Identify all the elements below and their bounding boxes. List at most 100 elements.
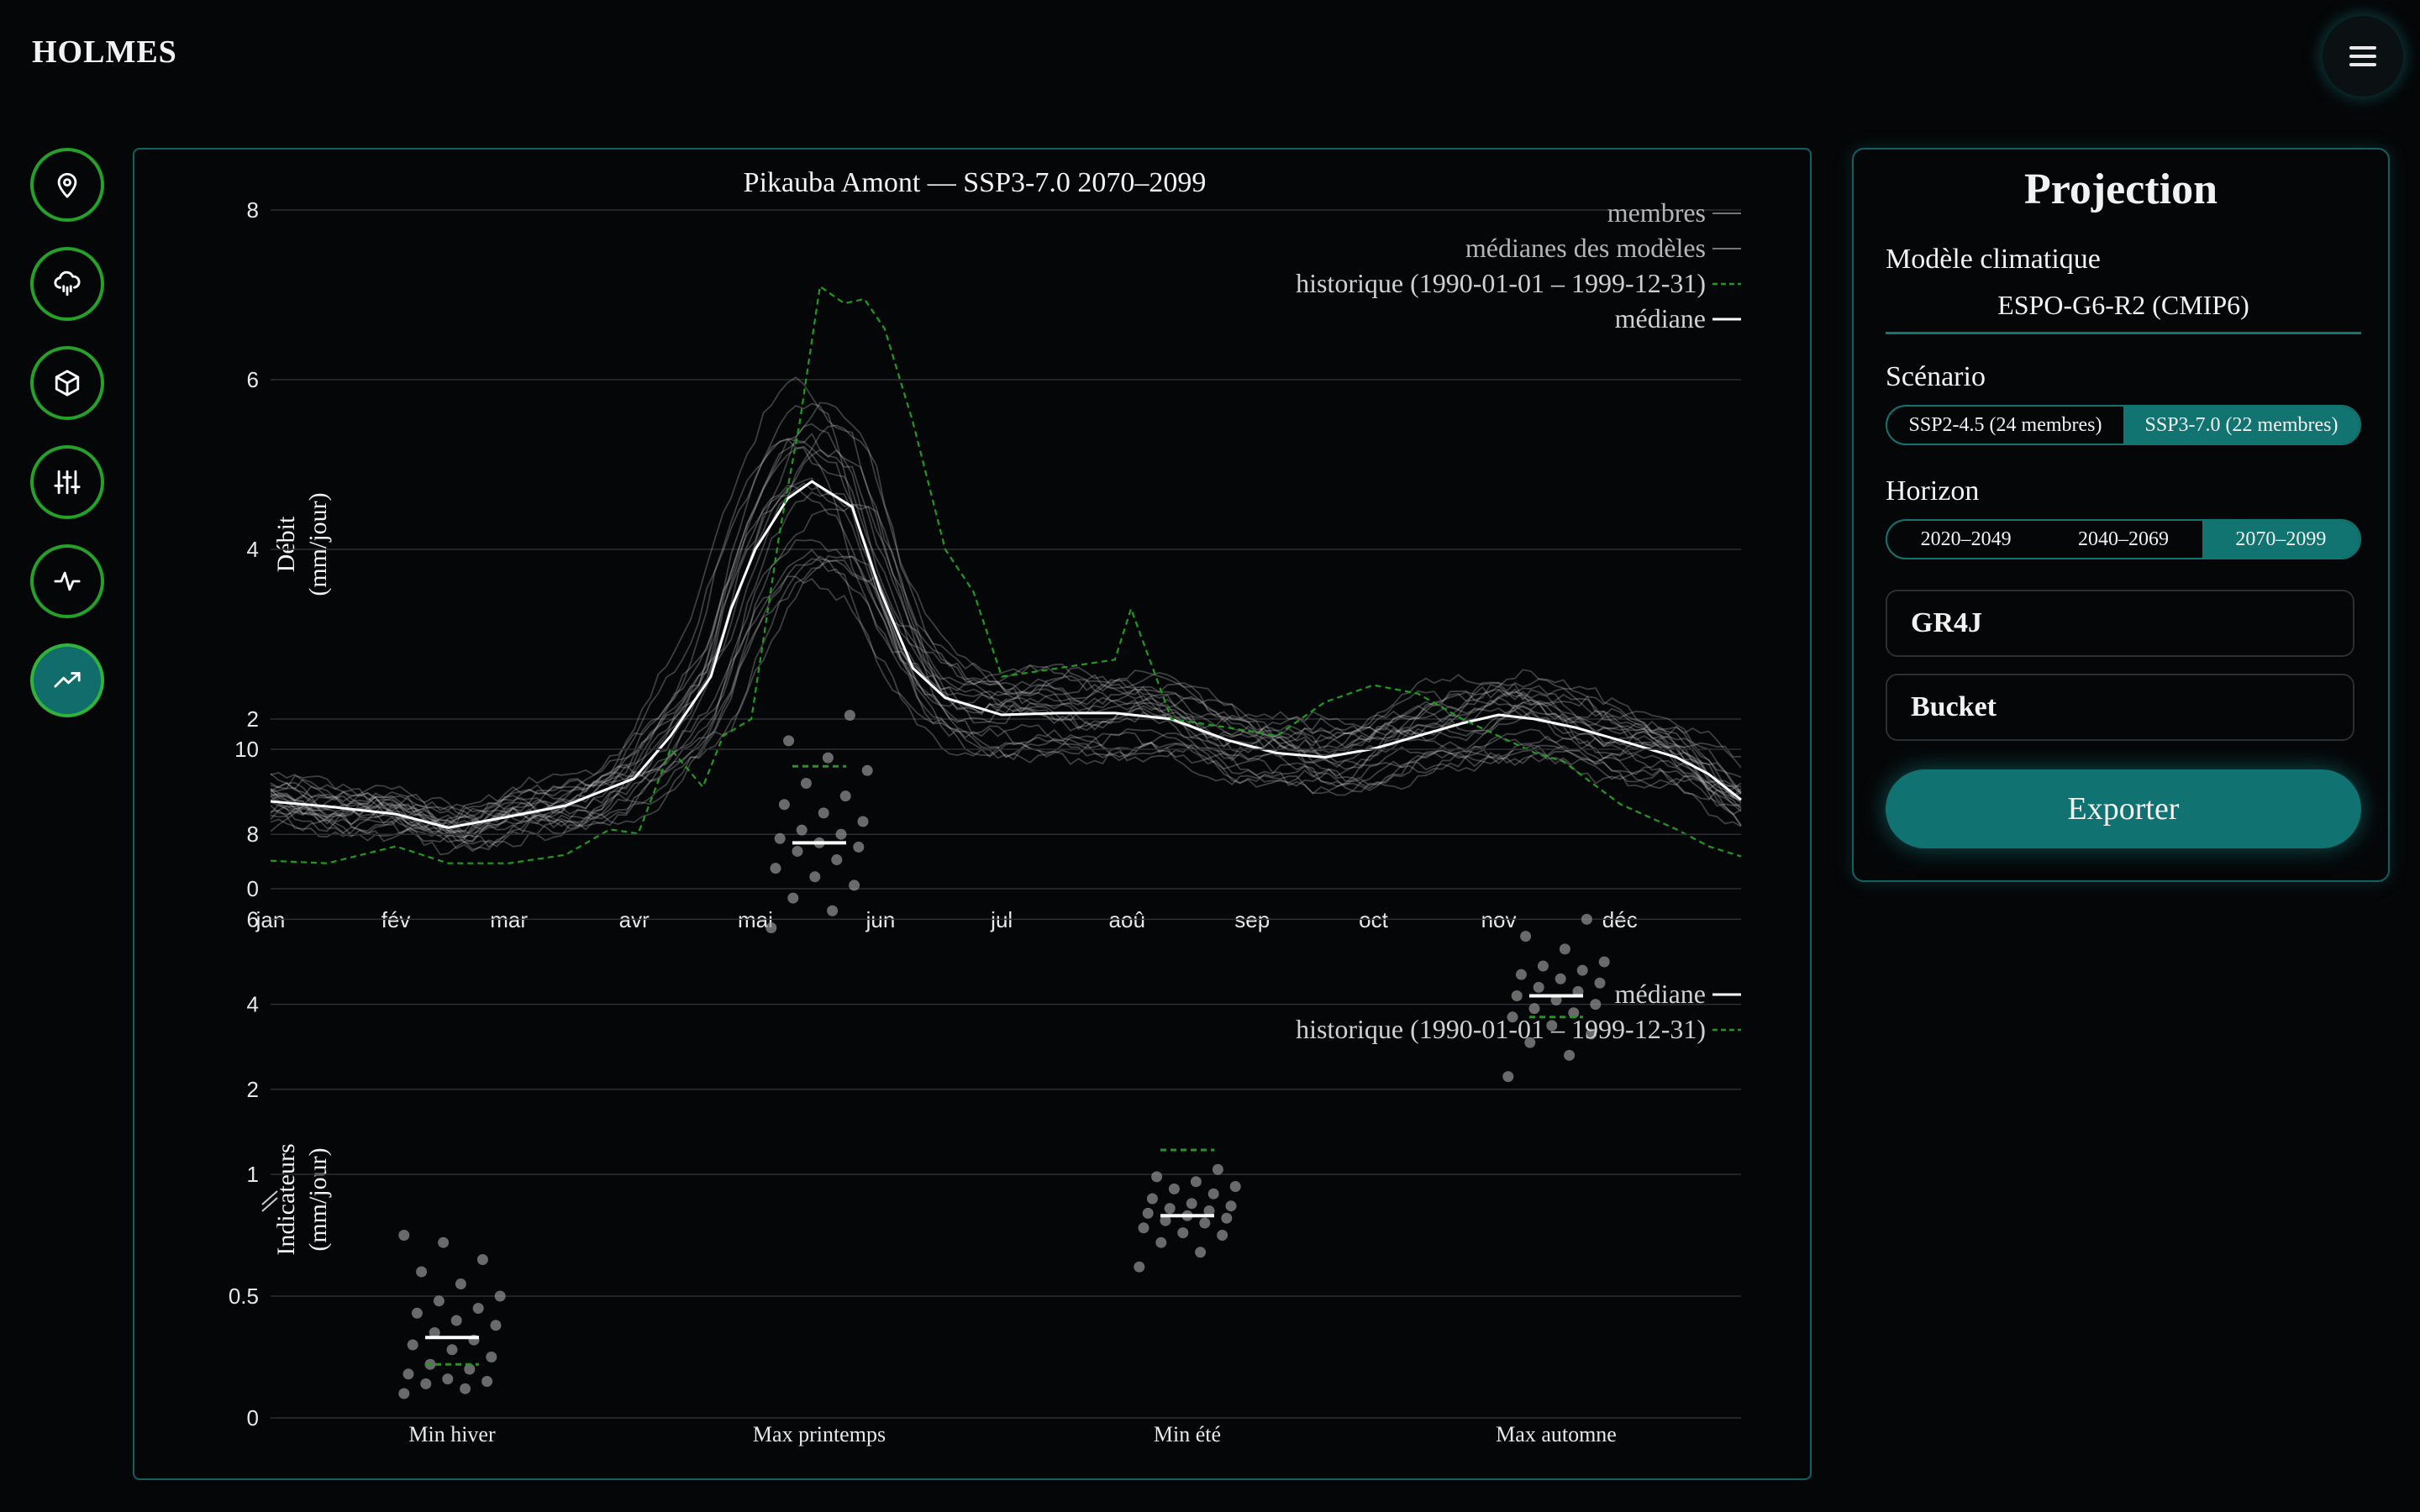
member-point	[1212, 1163, 1223, 1175]
member-point	[1555, 973, 1566, 984]
hydro-model-gr4j[interactable]: GR4J	[1886, 590, 2354, 657]
member-point	[1502, 1071, 1514, 1083]
member-point	[1229, 1181, 1241, 1192]
member-line	[270, 575, 1742, 856]
nav-meteo-button[interactable]	[30, 247, 104, 321]
member-point	[792, 845, 803, 857]
horizon-option-2020[interactable]: 2020–2049	[1920, 528, 2012, 550]
member-point	[402, 1368, 414, 1380]
member-line	[270, 477, 1742, 837]
member-point	[1160, 1215, 1171, 1226]
nav-location-button[interactable]	[30, 148, 104, 222]
member-line	[270, 376, 1742, 818]
menu-button[interactable]	[2323, 16, 2403, 97]
member-point	[1221, 1212, 1233, 1224]
member-line	[270, 423, 1742, 823]
y-tick-label: 10	[234, 737, 259, 762]
member-line	[270, 438, 1742, 827]
member-point	[481, 1376, 493, 1387]
historic-line	[270, 284, 1742, 864]
member-point	[783, 735, 795, 747]
member-point	[1203, 1205, 1215, 1216]
projection-panel: Projection Modèle climatique ESPO-G6-R2 …	[1852, 148, 2390, 882]
member-point	[844, 710, 855, 722]
member-point	[861, 764, 873, 776]
member-point	[839, 790, 851, 802]
member-line	[270, 491, 1742, 840]
y-tick-label: 1	[247, 1162, 259, 1187]
member-point	[827, 905, 839, 916]
trending-up-icon	[54, 672, 81, 688]
member-point	[1528, 1003, 1540, 1015]
member-line	[270, 558, 1742, 853]
member-point	[1524, 1037, 1536, 1048]
export-button[interactable]: Exporter	[1886, 769, 2361, 848]
member-point	[1138, 1222, 1150, 1234]
legend-label: médiane	[1615, 979, 1706, 1009]
nav-calibration-button[interactable]	[30, 445, 104, 519]
legend-label: médianes des modèles	[1465, 233, 1706, 263]
horizon-option-2040[interactable]: 2040–2069	[2077, 528, 2169, 550]
nav-model-button[interactable]	[30, 346, 104, 420]
y-axis-label-bottom: Indicateurs (mm/jour)	[272, 1143, 332, 1255]
sidebar-nav	[30, 148, 104, 743]
nav-projection-button[interactable]	[30, 643, 104, 717]
y-tick-label: 8	[247, 822, 259, 847]
member-line	[270, 424, 1742, 823]
y-tick-label: 6	[247, 367, 259, 392]
hydro-model-bucket[interactable]: Bucket	[1886, 674, 2354, 741]
member-point	[1164, 1203, 1176, 1215]
horizon-option-2070[interactable]: 2070–2099	[2202, 521, 2360, 558]
member-line	[270, 559, 1742, 848]
scenario-option-ssp370[interactable]: SSP3-7.0 (22 membres)	[2123, 407, 2360, 444]
member-point	[1207, 1188, 1219, 1200]
member-point	[787, 892, 799, 904]
member-point	[1195, 1247, 1207, 1258]
member-point	[1511, 990, 1523, 1001]
legend-label: historique (1990-01-01 – 1999-12-31)	[1296, 268, 1706, 298]
climate-model-select[interactable]: ESPO-G6-R2 (CMIP6)	[1886, 284, 2361, 334]
member-point	[818, 807, 829, 819]
member-line	[270, 554, 1742, 843]
x-tick-label: Min été	[1154, 1422, 1221, 1446]
member-line	[270, 402, 1742, 825]
member-point	[1559, 943, 1570, 955]
y-tick-label: 4	[247, 992, 259, 1017]
member-point	[411, 1307, 423, 1319]
member-point	[464, 1363, 476, 1375]
member-point	[822, 752, 834, 764]
member-point	[472, 1303, 484, 1314]
member-point	[1168, 1183, 1180, 1194]
member-point	[442, 1373, 454, 1385]
member-point	[1217, 1230, 1228, 1241]
member-point	[398, 1230, 410, 1241]
sliders-icon	[54, 470, 81, 495]
panel-title: Projection	[2023, 165, 2218, 213]
member-point	[476, 1254, 488, 1265]
y-tick-label: 8	[247, 197, 259, 223]
member-point	[796, 824, 808, 836]
member-point	[849, 879, 860, 891]
member-point	[450, 1315, 462, 1326]
pulse-icon	[54, 571, 81, 591]
scenario-label: Scénario	[1886, 361, 1986, 392]
member-point	[1186, 1198, 1197, 1210]
axis-break-mark	[261, 1197, 278, 1212]
member-point	[809, 871, 821, 883]
x-tick-label: Max printemps	[753, 1422, 886, 1446]
member-point	[1190, 1176, 1202, 1188]
member-point	[1533, 981, 1544, 993]
scenario-toggle: SSP2-4.5 (24 membres) SSP3-7.0 (22 membr…	[1886, 405, 2361, 445]
member-point	[853, 841, 865, 853]
member-point	[778, 799, 790, 811]
scenario-option-ssp245[interactable]: SSP2-4.5 (24 membres)	[1908, 413, 2102, 436]
legend-label: historique (1990-01-01 – 1999-12-31)	[1296, 1014, 1706, 1044]
y-tick-label: 6	[247, 906, 259, 932]
member-point	[398, 1388, 410, 1399]
y-tick-label: 2	[247, 706, 259, 732]
location-pin-icon	[57, 172, 77, 198]
member-point	[1546, 1020, 1558, 1032]
hamburger-icon	[2349, 46, 2376, 66]
x-tick-label: Max automne	[1496, 1422, 1617, 1446]
nav-simulation-button[interactable]	[30, 544, 104, 618]
